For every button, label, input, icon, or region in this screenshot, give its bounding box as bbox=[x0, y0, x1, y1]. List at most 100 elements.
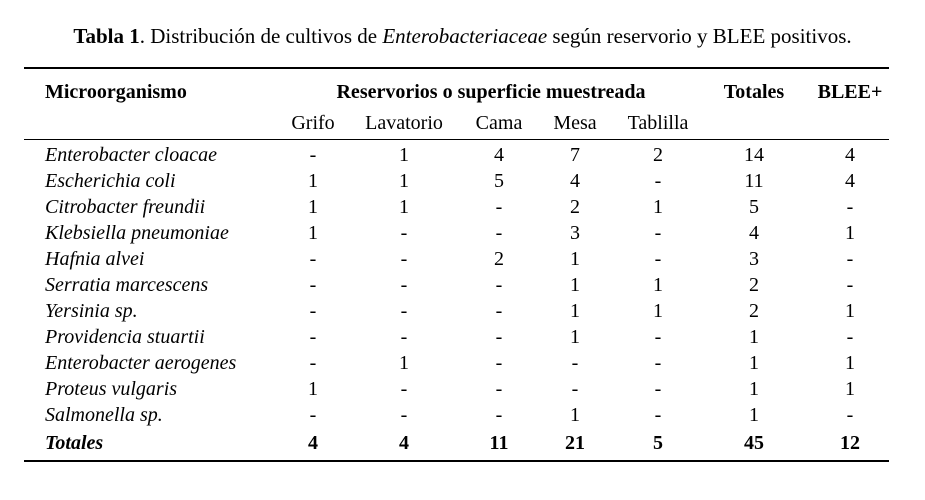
header-totals: Totales bbox=[723, 81, 785, 103]
value-tablilla: - bbox=[654, 404, 662, 426]
value-blee: - bbox=[846, 404, 854, 426]
value-lavatorio: - bbox=[400, 248, 408, 270]
header-reservoirs: Reservorios o superficie muestreada bbox=[336, 81, 646, 103]
value-cama: - bbox=[495, 196, 503, 218]
organism-name: Yersinia sp. bbox=[45, 300, 138, 322]
value-mesa: 7 bbox=[570, 144, 580, 166]
value-totales: 1 bbox=[749, 404, 759, 426]
value-totales: 14 bbox=[744, 144, 764, 166]
value-totales: 4 bbox=[749, 222, 759, 244]
value-grifo: - bbox=[309, 300, 317, 322]
value-mesa: - bbox=[571, 352, 579, 374]
value-tablilla: - bbox=[654, 222, 662, 244]
subheader-cama: Cama bbox=[475, 112, 523, 134]
value-tablilla: 2 bbox=[653, 144, 663, 166]
value-cama: 5 bbox=[494, 170, 504, 192]
organism-name: Salmonella sp. bbox=[45, 404, 163, 426]
organism-name: Serratia marcescens bbox=[45, 274, 209, 296]
value-mesa: 1 bbox=[570, 326, 580, 348]
value-blee: 4 bbox=[845, 170, 855, 192]
value-cama: - bbox=[495, 352, 503, 374]
value-mesa: 1 bbox=[570, 404, 580, 426]
table-caption: Tabla 1. Distribución de cultivos de Ent… bbox=[0, 24, 925, 49]
value-totales: 1 bbox=[749, 326, 759, 348]
value-grifo: - bbox=[309, 144, 317, 166]
organism-name: Escherichia coli bbox=[45, 170, 176, 192]
value-tablilla: 1 bbox=[653, 274, 663, 296]
value-cama: - bbox=[495, 274, 503, 296]
value-totales: 2 bbox=[749, 300, 759, 322]
value-tablilla: - bbox=[654, 326, 662, 348]
value-totales: 1 bbox=[749, 352, 759, 374]
value-mesa: 1 bbox=[570, 274, 580, 296]
organism-name: Citrobacter freundii bbox=[45, 196, 206, 218]
subheader-lavatorio: Lavatorio bbox=[365, 112, 443, 134]
total-mesa: 21 bbox=[565, 432, 585, 454]
value-blee: 4 bbox=[845, 144, 855, 166]
value-totales: 3 bbox=[749, 248, 759, 270]
value-mesa: 1 bbox=[570, 300, 580, 322]
value-blee: - bbox=[846, 326, 854, 348]
value-blee: 1 bbox=[845, 352, 855, 374]
value-grifo: - bbox=[309, 274, 317, 296]
value-cama: - bbox=[495, 404, 503, 426]
value-tablilla: 1 bbox=[653, 196, 663, 218]
caption-family-name: Enterobacteriaceae bbox=[382, 24, 548, 48]
value-tablilla: - bbox=[654, 170, 662, 192]
subheader-mesa: Mesa bbox=[553, 112, 597, 134]
organism-name: Klebsiella pneumoniae bbox=[45, 222, 229, 244]
value-grifo: - bbox=[309, 404, 317, 426]
value-lavatorio: - bbox=[400, 222, 408, 244]
value-blee: - bbox=[846, 274, 854, 296]
value-tablilla: - bbox=[654, 352, 662, 374]
value-grifo: 1 bbox=[308, 196, 318, 218]
value-tablilla: 1 bbox=[653, 300, 663, 322]
value-lavatorio: 1 bbox=[399, 196, 409, 218]
value-lavatorio: - bbox=[400, 404, 408, 426]
total-blee: 12 bbox=[840, 432, 860, 454]
value-lavatorio: - bbox=[400, 326, 408, 348]
table-bottom-rule bbox=[24, 460, 889, 462]
value-lavatorio: - bbox=[400, 300, 408, 322]
total-cama: 11 bbox=[489, 432, 509, 454]
value-cama: 2 bbox=[494, 248, 504, 270]
value-blee: 1 bbox=[845, 300, 855, 322]
value-cama: - bbox=[495, 222, 503, 244]
total-totales: 45 bbox=[744, 432, 764, 454]
organism-name: Enterobacter aerogenes bbox=[45, 352, 237, 374]
subheader-grifo: Grifo bbox=[291, 112, 335, 134]
caption-text-after: según reservorio y BLEE positivos. bbox=[547, 24, 852, 48]
value-lavatorio: 1 bbox=[399, 144, 409, 166]
organism-name: Hafnia alvei bbox=[45, 248, 145, 270]
value-totales: 11 bbox=[744, 170, 764, 192]
value-grifo: - bbox=[309, 326, 317, 348]
value-cama: - bbox=[495, 326, 503, 348]
total-grifo: 4 bbox=[308, 432, 318, 454]
value-mesa: 4 bbox=[570, 170, 580, 192]
value-lavatorio: - bbox=[400, 378, 408, 400]
value-grifo: - bbox=[309, 248, 317, 270]
value-mesa: 3 bbox=[570, 222, 580, 244]
value-tablilla: - bbox=[654, 378, 662, 400]
header-rule bbox=[24, 139, 889, 140]
organism-name: Proteus vulgaris bbox=[45, 378, 178, 400]
totals-row-label: Totales bbox=[45, 432, 104, 454]
subheader-tablilla: Tablilla bbox=[627, 112, 689, 134]
value-blee: - bbox=[846, 248, 854, 270]
value-grifo: 1 bbox=[308, 378, 318, 400]
value-blee: 1 bbox=[845, 378, 855, 400]
caption-label: Tabla 1 bbox=[73, 24, 140, 48]
value-mesa: - bbox=[571, 378, 579, 400]
organism-name: Providencia stuartii bbox=[45, 326, 205, 348]
total-lavatorio: 4 bbox=[399, 432, 409, 454]
value-grifo: 1 bbox=[308, 170, 318, 192]
value-cama: 4 bbox=[494, 144, 504, 166]
value-totales: 1 bbox=[749, 378, 759, 400]
value-lavatorio: - bbox=[400, 274, 408, 296]
value-mesa: 2 bbox=[570, 196, 580, 218]
total-tablilla: 5 bbox=[653, 432, 663, 454]
value-lavatorio: 1 bbox=[399, 352, 409, 374]
caption-text-before: . Distribución de cultivos de bbox=[139, 24, 383, 48]
value-cama: - bbox=[495, 300, 503, 322]
value-mesa: 1 bbox=[570, 248, 580, 270]
